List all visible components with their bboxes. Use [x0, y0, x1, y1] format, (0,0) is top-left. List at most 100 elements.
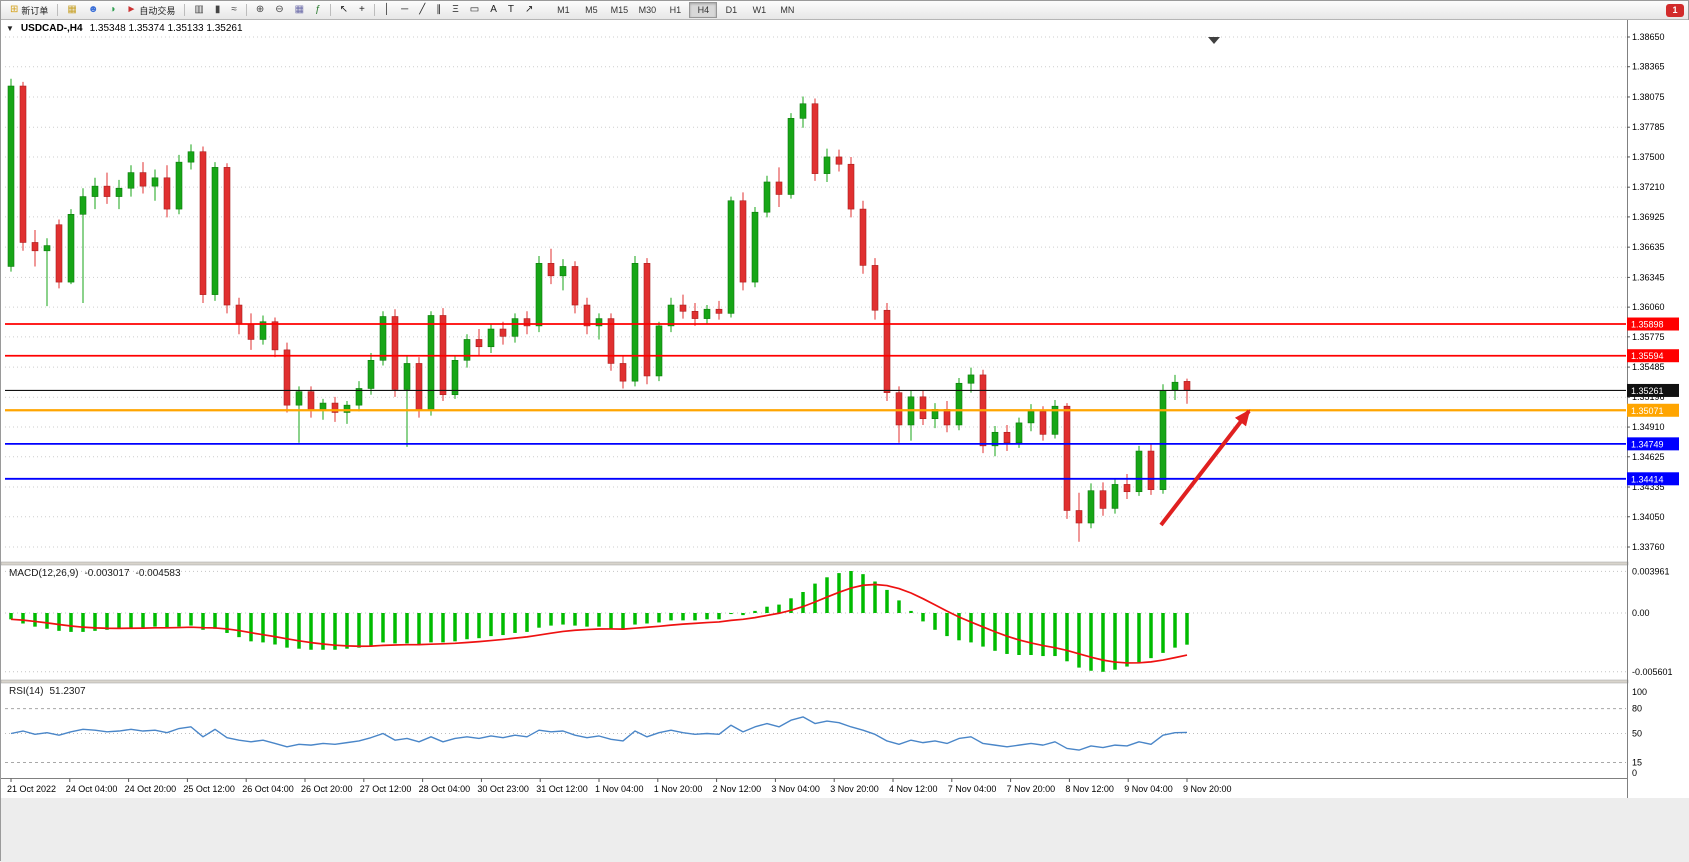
candle [499, 321, 507, 345]
candle [535, 256, 543, 333]
shapes-button[interactable]: ▭ [465, 2, 484, 19]
timeframe-m30[interactable]: M30 [638, 5, 657, 15]
new-order-button[interactable]: ⊞ 新订单 [5, 2, 53, 19]
toolbar-separator [373, 4, 375, 16]
time-tick-label: 21 Oct 2022 [7, 784, 56, 794]
price-tick-label: 1.36635 [1632, 242, 1665, 252]
bar-chart-button[interactable]: ▥ [189, 2, 208, 19]
candle [367, 353, 375, 395]
text-button[interactable]: A [485, 2, 502, 19]
candle [775, 167, 783, 207]
arrows-button[interactable]: ↗ [520, 2, 538, 19]
candle [811, 98, 819, 181]
price-tick-label: 1.34625 [1632, 452, 1665, 462]
candle [523, 311, 531, 335]
price-tick-label: 1.37210 [1632, 182, 1665, 192]
price-axis[interactable]: 1.38650 1.38365 1.38075 1.37785 1.37500 1.372… [1627, 32, 1679, 778]
candle [139, 162, 147, 194]
toolbar-separator [184, 4, 186, 16]
zoom-out-button[interactable]: ⊖ [270, 2, 288, 19]
candle [1039, 406, 1047, 441]
panel-separator[interactable] [1, 679, 1629, 684]
rsi-scale-label: 80 [1632, 704, 1642, 714]
candle [463, 334, 471, 368]
text-label-button[interactable]: T [503, 2, 519, 19]
cursor-button[interactable]: ↖ [335, 2, 353, 19]
time-tick-label: 27 Oct 12:00 [360, 784, 412, 794]
chart-symbol-period: USDCAD-,H4 [20, 22, 83, 34]
zoom-in-icon: ⊕ [255, 4, 265, 15]
fibonacci-button[interactable]: Ξ [447, 2, 464, 19]
time-tick-label: 7 Nov 04:00 [948, 784, 997, 794]
candle [187, 144, 195, 170]
shapes-icon: ▭ [469, 4, 480, 15]
zoom-in-button[interactable]: ⊕ [251, 2, 269, 19]
charts-grid-button[interactable]: ▦ [62, 2, 81, 19]
candle [43, 238, 51, 307]
candle [19, 81, 27, 251]
candle [763, 175, 771, 218]
vertical-line-button[interactable]: │ [379, 2, 395, 19]
line-chart-button[interactable]: ≈ [226, 2, 242, 19]
strategy-tester-button[interactable]: ◑ [104, 2, 120, 19]
chart-ohlc-values: 1.35348 1.35374 1.35133 1.35261 [89, 22, 243, 34]
price-tick-label: 1.34910 [1632, 422, 1665, 432]
candle [415, 357, 423, 418]
price-badge-1.35071: 1.35071 [1627, 403, 1679, 417]
horizontal-line-button[interactable]: ─ [396, 2, 413, 19]
trendline-button[interactable]: ╱ [414, 2, 430, 19]
candle [667, 297, 675, 333]
svg-text:1.35594: 1.35594 [1631, 351, 1664, 361]
price-tick-label: 1.38075 [1632, 92, 1665, 102]
timeframe-m1[interactable]: M1 [557, 5, 570, 15]
time-axis[interactable]: 21 Oct 2022 24 Oct 04:00 24 Oct 20:00 25 Oc… [7, 778, 1232, 795]
channel-button[interactable]: ∥ [431, 2, 446, 19]
timeframe-w1[interactable]: W1 [752, 5, 767, 15]
candle [559, 259, 567, 291]
crosshair-button[interactable]: + [354, 2, 370, 19]
market-watch-button[interactable]: ☻ [83, 2, 104, 19]
candle [583, 297, 591, 335]
time-tick-label: 3 Nov 04:00 [771, 784, 820, 794]
timeframe-h4[interactable]: H4 [689, 2, 718, 18]
candle [967, 367, 975, 393]
notification-badge[interactable]: 1 [1666, 3, 1684, 17]
candle [55, 219, 63, 289]
time-tick-label: 1 Nov 04:00 [595, 784, 644, 794]
candle [823, 148, 831, 182]
strategy-tester-icon: ◑ [109, 4, 116, 15]
price-tick-label: 1.35775 [1632, 332, 1665, 342]
macd-histogram [9, 571, 1189, 672]
auto-trading-button[interactable]: ► 自动交易 [121, 2, 180, 19]
price-tick-label: 1.38650 [1632, 32, 1665, 42]
timeframe-mn[interactable]: MN [780, 5, 795, 15]
timeframe-h1[interactable]: H1 [669, 5, 682, 15]
indicators-button[interactable]: ƒ [310, 2, 326, 19]
candle [379, 311, 387, 366]
candle [739, 192, 747, 291]
channel-icon: ∥ [436, 4, 442, 15]
price-tick-label: 1.34050 [1632, 512, 1665, 522]
trend-arrow[interactable] [1159, 409, 1251, 527]
timeframe-d1[interactable]: D1 [725, 5, 738, 15]
panel-separator[interactable] [1, 561, 1629, 566]
timeframe-toolbar: M1 M5 M15 M30 H1 H4 D1 W1 MN [549, 2, 801, 18]
timeframe-m5[interactable]: M5 [585, 5, 598, 15]
candle [787, 113, 795, 199]
candle [1075, 492, 1083, 542]
candle [67, 209, 75, 285]
candle [1087, 483, 1095, 529]
chart-shift-marker[interactable] [1208, 37, 1220, 44]
timeframe-m15[interactable]: M15 [610, 5, 629, 15]
candlestick-chart-button[interactable]: ▮ [210, 2, 226, 19]
time-tick-label: 28 Oct 04:00 [419, 784, 471, 794]
window-menu-icon[interactable]: ▼ [6, 23, 14, 33]
new-order-button-label: 新订单 [21, 5, 49, 16]
candle [259, 315, 267, 345]
candle [859, 200, 867, 274]
time-tick-label: 1 Nov 20:00 [654, 784, 703, 794]
candle [679, 294, 687, 319]
tile-windows-button[interactable]: ▦ [290, 2, 309, 19]
price-tick-label: 1.33760 [1632, 542, 1665, 552]
